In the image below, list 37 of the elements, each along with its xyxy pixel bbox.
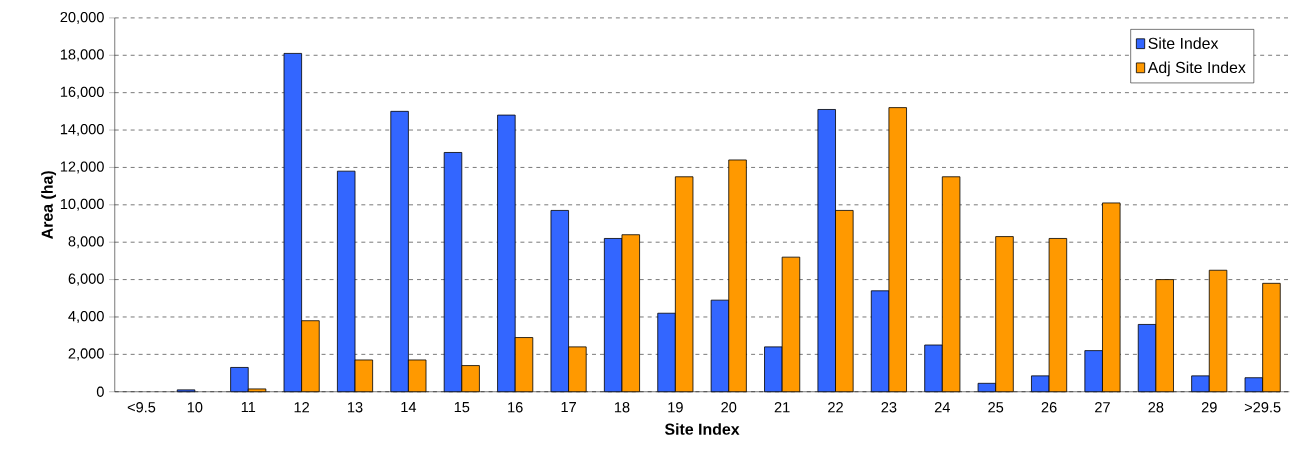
y-tick-label: 18,000	[60, 49, 104, 62]
x-tick-label: 29	[1201, 401, 1217, 413]
x-tick-label: 28	[1148, 401, 1164, 413]
x-tick-label: 25	[988, 401, 1004, 413]
y-tick-label: 14,000	[60, 123, 104, 136]
y-tick-label: 0	[96, 386, 104, 397]
y-tick-label: 8,000	[68, 235, 104, 249]
legend-label: Site Index	[1148, 37, 1219, 49]
x-tick-label: <9.5	[127, 401, 156, 413]
y-tick-label: 12,000	[60, 161, 104, 174]
x-tick-label: 12	[294, 401, 309, 413]
y-tick-label: 4,000	[68, 310, 104, 323]
x-tick-label: 11	[241, 401, 256, 412]
x-tick-label: 14	[401, 401, 417, 412]
y-tick-label: 20,000	[60, 11, 104, 24]
y-tick-label: 10,000	[60, 198, 104, 211]
y-tick-label: 2,000	[68, 348, 104, 361]
y-tick-label: 6,000	[68, 273, 104, 286]
x-tick-label: 21	[774, 401, 790, 413]
x-tick-label: 17	[561, 401, 576, 412]
x-tick-label: >29.5	[1244, 401, 1281, 413]
x-tick-label: 24	[934, 401, 950, 413]
x-tick-label: 15	[454, 401, 470, 413]
x-tick-label: 23	[881, 401, 897, 413]
x-tick-label: 27	[1095, 401, 1110, 413]
x-tick-label: 13	[348, 401, 363, 413]
x-tick-label: 20	[721, 401, 737, 413]
x-tick-label: 10	[187, 401, 203, 413]
x-axis-title: Site Index	[664, 422, 740, 435]
x-tick-label: 18	[614, 401, 630, 413]
x-tick-label: 22	[828, 401, 843, 413]
x-tick-label: 19	[668, 401, 683, 413]
x-tick-label: 26	[1041, 401, 1057, 413]
legend-label: Adj Site Index	[1147, 61, 1246, 77]
y-tick-label: 16,000	[60, 86, 104, 99]
x-tick-label: 16	[508, 401, 523, 413]
y-axis-title: Area (ha)	[41, 170, 57, 239]
